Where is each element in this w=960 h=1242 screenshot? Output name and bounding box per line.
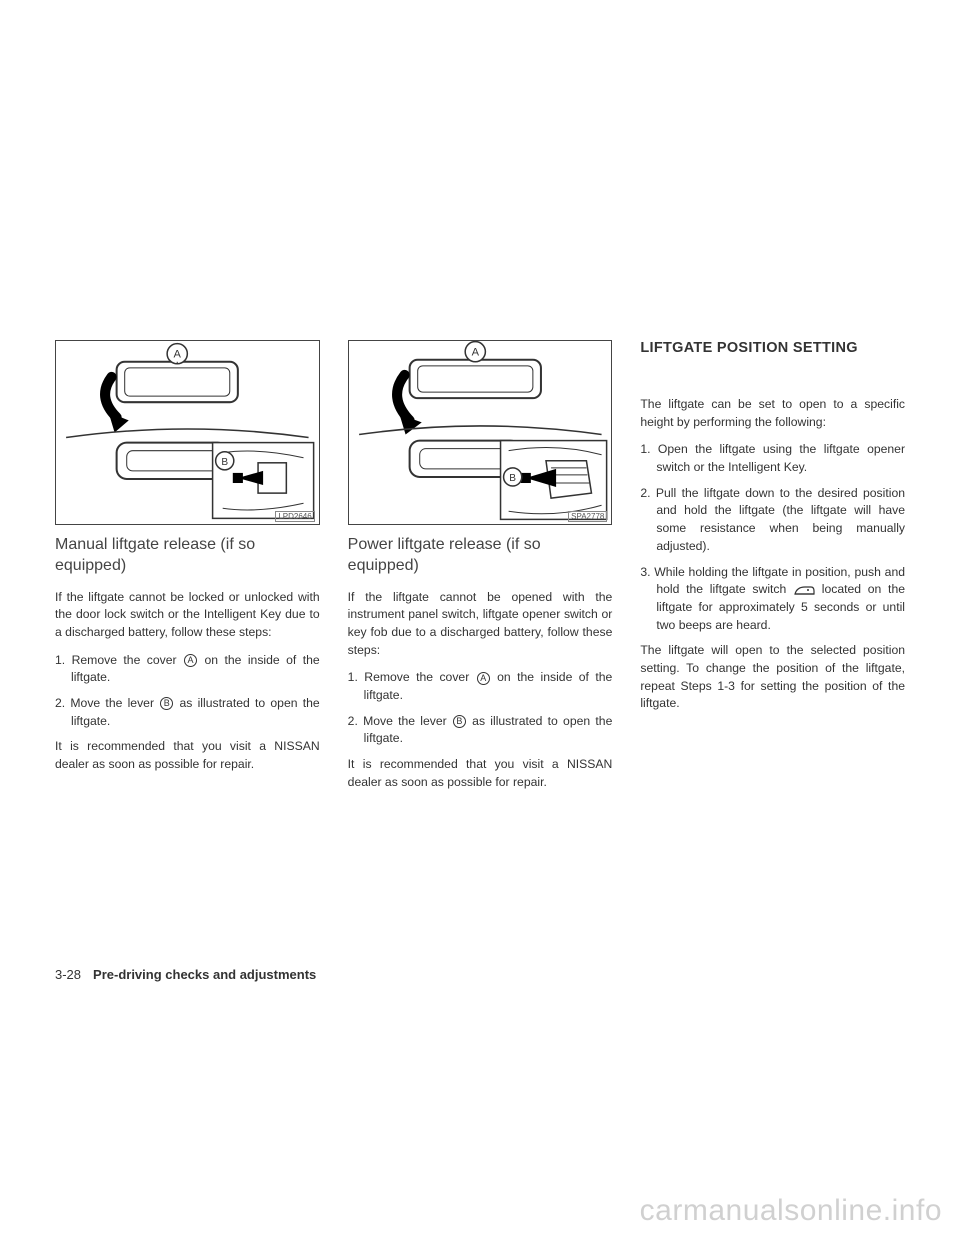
- step2-manual: 2. Move the lever B as illustrated to op…: [55, 695, 320, 730]
- figure-manual-release: A B LPD2646: [55, 340, 320, 525]
- step1-pre: 1. Remove the cover: [55, 653, 183, 667]
- intro-manual: If the liftgate cannot be locked or unlo…: [55, 589, 320, 642]
- step2-pre: 2. Move the lever: [55, 696, 159, 710]
- step1-position: 1. Open the liftgate using the liftgate …: [640, 441, 905, 476]
- sub-heading-power: Power liftgate release (if so equipped): [348, 535, 613, 577]
- step2p-pre: 2. Move the lever: [348, 714, 452, 728]
- sub-heading-manual: Manual liftgate release (if so equipped): [55, 535, 320, 577]
- step1p-pre: 1. Remove the cover: [348, 670, 476, 684]
- figure-caption-2: SPA2778: [568, 511, 607, 522]
- column-1: A B LPD2646 Manual liftgate release (if …: [55, 340, 320, 949]
- footer-section-title: Pre-driving checks and adjustments: [93, 967, 316, 982]
- outro-manual: It is recommended that you visit a NISSA…: [55, 738, 320, 773]
- power-release-illustration: A B: [349, 341, 612, 524]
- label-b-icon: B: [160, 697, 173, 710]
- label-a-icon: A: [477, 672, 490, 685]
- figure-caption-1: LPD2646: [275, 511, 314, 522]
- intro-position: The liftgate can be set to open to a spe…: [640, 396, 905, 431]
- outro-power: It is recommended that you visit a NISSA…: [348, 756, 613, 791]
- step1-manual: 1. Remove the cover A on the inside of t…: [55, 652, 320, 687]
- page-footer: 3-28 Pre-driving checks and adjustments: [55, 967, 905, 982]
- outro-position: The liftgate will open to the selected p…: [640, 642, 905, 713]
- step2-power: 2. Move the lever B as illustrated to op…: [348, 713, 613, 748]
- step2-position: 2. Pull the liftgate down to the desired…: [640, 485, 905, 556]
- page-number: 3-28: [55, 967, 81, 982]
- manual-release-illustration: A B: [56, 341, 319, 524]
- svg-text:B: B: [221, 457, 228, 468]
- column-3: LIFTGATE POSITION SETTING The liftgate c…: [640, 340, 905, 949]
- step1-power: 1. Remove the cover A on the inside of t…: [348, 669, 613, 704]
- label-a-icon: A: [184, 654, 197, 667]
- step3-position: 3. While holding the liftgate in positio…: [640, 564, 905, 635]
- section-heading: LIFTGATE POSITION SETTING: [640, 340, 905, 356]
- label-b-icon: B: [453, 715, 466, 728]
- column-2: A B SPA2778 Power liftgate release (if s…: [348, 340, 613, 949]
- watermark: carmanualsonline.info: [640, 1194, 942, 1228]
- intro-power: If the liftgate cannot be opened with th…: [348, 589, 613, 660]
- svg-text:B: B: [509, 473, 516, 484]
- column-layout: A B LPD2646 Manual liftgate release (if …: [55, 340, 905, 949]
- liftgate-switch-icon: [793, 584, 815, 596]
- figure-power-release: A B SPA2778: [348, 340, 613, 525]
- svg-text:A: A: [174, 349, 182, 361]
- manual-page: A B LPD2646 Manual liftgate release (if …: [55, 340, 905, 982]
- svg-text:A: A: [471, 347, 479, 359]
